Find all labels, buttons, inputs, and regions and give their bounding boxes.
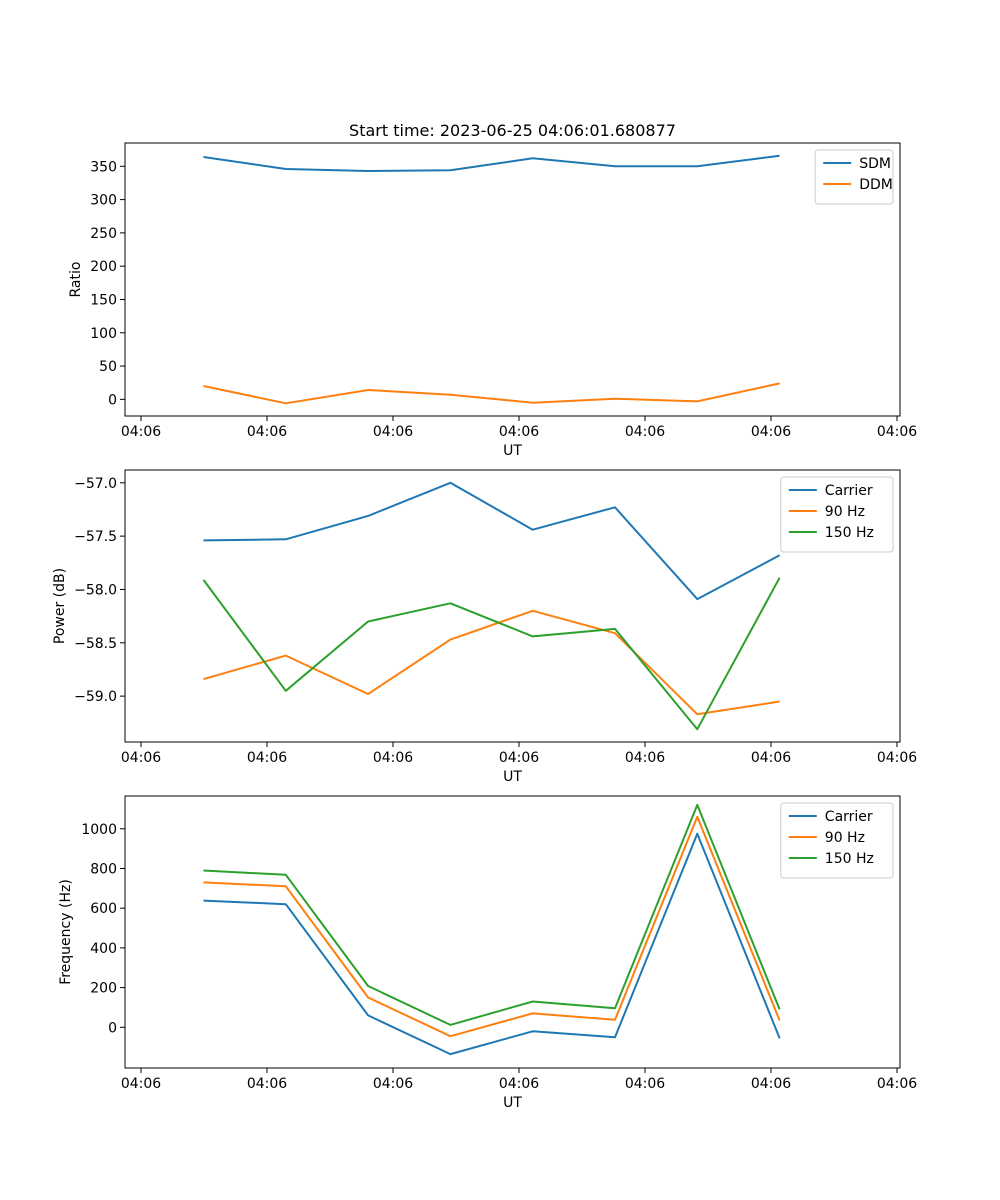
series-line-carrier [203, 481, 781, 601]
x-tick-label: 04:06 [373, 424, 413, 440]
x-tick-label: 04:06 [121, 424, 161, 440]
axes-frame [124, 142, 901, 417]
y-tick-label: 200 [90, 259, 117, 275]
x-tick-label: 04:06 [247, 1076, 287, 1092]
legend-entry: SDM [859, 156, 891, 172]
y-tick-label: 300 [90, 193, 117, 209]
y-tick-label: 600 [90, 901, 117, 917]
y-tick-label: 100 [90, 326, 117, 342]
series-line-90-hz [203, 609, 780, 716]
x-tick-label: 04:06 [373, 750, 413, 766]
x-tick-label: 04:06 [625, 750, 665, 766]
x-tick-label: 04:06 [751, 1076, 791, 1092]
y-axis-label: Power (dB) [52, 568, 68, 644]
x-tick-label: 04:06 [499, 750, 539, 766]
y-tick-label: −57.5 [74, 529, 117, 545]
legend-entry: Carrier [825, 483, 873, 499]
y-tick-label: 350 [90, 159, 117, 175]
legend: SDM DDM [814, 149, 894, 205]
y-tick-label: 800 [90, 861, 117, 877]
x-tick-label: 04:06 [877, 750, 917, 766]
y-tick-label: 200 [90, 981, 117, 997]
legend-box [780, 476, 894, 553]
y-tick-label: 50 [99, 359, 117, 375]
y-tick-label: 150 [90, 292, 117, 308]
y-tick-label: 250 [90, 226, 117, 242]
legend: Carrier 90 Hz 150 Hz [780, 476, 894, 553]
x-tick-label: 04:06 [751, 424, 791, 440]
chart-title: Start time: 2023-06-25 04:06:01.680877 [349, 121, 676, 140]
legend-entry: 150 Hz [825, 525, 874, 541]
legend-entry: Carrier [825, 809, 873, 825]
series-line-carrier [203, 832, 781, 1056]
y-tick-label: 0 [108, 1020, 117, 1036]
legend: Carrier 90 Hz 150 Hz [780, 802, 894, 879]
series-line-ddm [203, 382, 780, 405]
series-line-150-hz [203, 803, 781, 1026]
x-tick-label: 04:06 [877, 424, 917, 440]
y-axis-label: Ratio [68, 262, 84, 298]
y-tick-label: 0 [108, 392, 117, 408]
subplot-1: 04:0604:0604:0604:0604:0604:0604:0604:07… [68, 142, 917, 459]
y-tick-label: 400 [90, 941, 117, 957]
y-axis-label: Frequency (Hz) [58, 879, 74, 985]
x-tick-label: 04:06 [499, 1076, 539, 1092]
y-tick-label: −59.0 [74, 689, 117, 705]
subplot-3: 04:0604:0604:0604:0604:0604:0604:0604:07… [58, 795, 917, 1111]
x-axis-label: UT [503, 443, 522, 459]
x-tick-label: 04:06 [121, 1076, 161, 1092]
axes-frame [124, 795, 901, 1069]
x-tick-label: 04:06 [121, 750, 161, 766]
subplot-2: 04:0604:0604:0604:0604:0604:0604:0604:07… [52, 469, 917, 785]
axes-frame [124, 469, 901, 743]
x-tick-label: 04:06 [625, 424, 665, 440]
series-line-sdm [203, 154, 780, 172]
legend-entry: 150 Hz [825, 851, 874, 867]
x-tick-label: 04:06 [499, 424, 539, 440]
legend-entry: 90 Hz [825, 830, 865, 846]
y-tick-label: −58.5 [74, 636, 117, 652]
x-axis-label: UT [503, 1095, 522, 1111]
x-axis-label: UT [503, 769, 522, 785]
x-tick-label: 04:06 [877, 1076, 917, 1092]
x-tick-label: 04:06 [751, 750, 791, 766]
series-line-150-hz [202, 577, 781, 731]
x-tick-label: 04:06 [247, 750, 287, 766]
legend-box [780, 802, 894, 879]
y-tick-label: −57.0 [74, 476, 117, 492]
legend-entry: 90 Hz [825, 504, 865, 520]
y-tick-label: −58.0 [74, 582, 117, 598]
x-tick-label: 04:06 [373, 1076, 413, 1092]
series-line-90-hz [203, 815, 781, 1038]
y-tick-label: 1000 [81, 822, 117, 838]
legend-entry: DDM [859, 177, 893, 193]
x-tick-label: 04:06 [625, 1076, 665, 1092]
x-tick-label: 04:06 [247, 424, 287, 440]
